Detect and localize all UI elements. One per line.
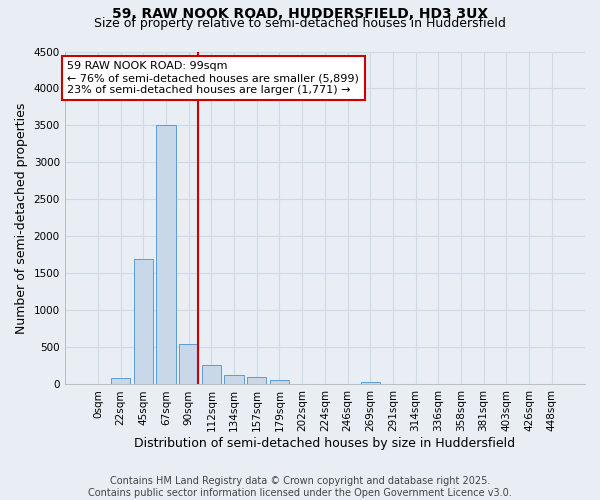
Text: Contains HM Land Registry data © Crown copyright and database right 2025.
Contai: Contains HM Land Registry data © Crown c… xyxy=(88,476,512,498)
Bar xyxy=(157,126,176,384)
Bar xyxy=(247,377,266,384)
Bar xyxy=(224,375,244,384)
Text: 59, RAW NOOK ROAD, HUDDERSFIELD, HD3 3UX: 59, RAW NOOK ROAD, HUDDERSFIELD, HD3 3UX xyxy=(112,8,488,22)
Bar xyxy=(179,344,199,385)
Bar xyxy=(111,378,130,384)
Y-axis label: Number of semi-detached properties: Number of semi-detached properties xyxy=(15,102,28,334)
Text: Size of property relative to semi-detached houses in Huddersfield: Size of property relative to semi-detach… xyxy=(94,18,506,30)
Text: 59 RAW NOOK ROAD: 99sqm
← 76% of semi-detached houses are smaller (5,899)
23% of: 59 RAW NOOK ROAD: 99sqm ← 76% of semi-de… xyxy=(67,62,359,94)
Bar xyxy=(202,365,221,384)
X-axis label: Distribution of semi-detached houses by size in Huddersfield: Distribution of semi-detached houses by … xyxy=(134,437,515,450)
Bar xyxy=(270,380,289,384)
Bar xyxy=(361,382,380,384)
Bar xyxy=(134,258,153,384)
